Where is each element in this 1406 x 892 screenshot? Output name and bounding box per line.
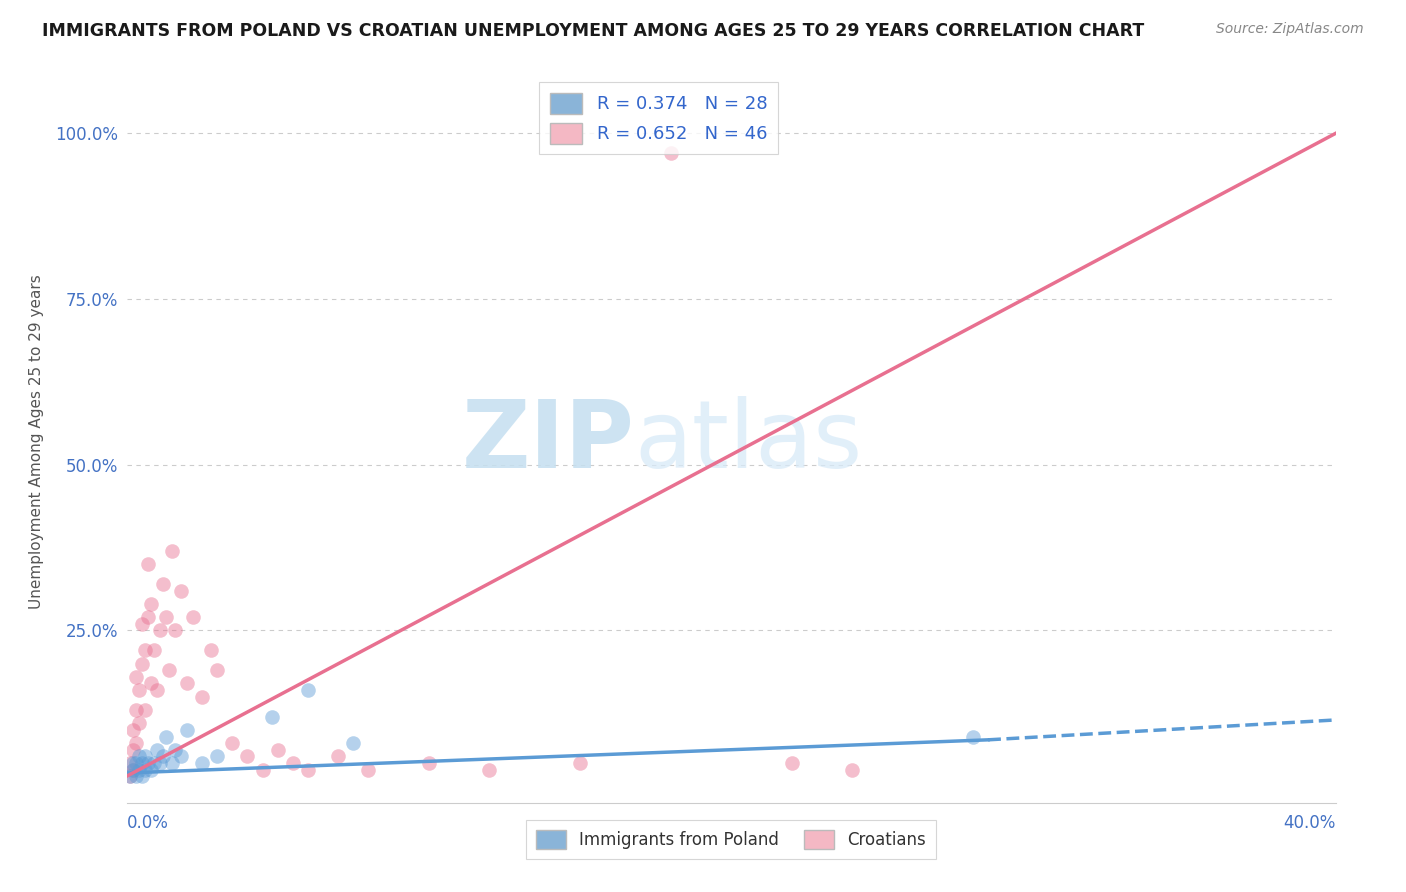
Point [163,624,186,638]
Point [568,756,592,770]
Point [124,670,146,684]
Point [326,749,350,764]
Point [146,683,169,698]
Point [121,723,143,737]
Point [136,756,159,770]
Point [780,756,803,770]
Point [121,743,143,757]
Point [297,763,319,777]
Point [118,769,141,783]
Text: atlas: atlas [634,395,863,488]
Point [205,749,228,764]
Point [149,624,172,638]
Point [136,610,159,624]
Point [170,749,193,764]
Point [418,756,440,770]
Point [200,643,222,657]
Point [260,709,283,723]
Point [139,597,162,611]
Point [139,763,162,777]
Point [146,743,169,757]
Point [841,763,863,777]
Point [136,557,159,571]
Point [131,769,153,783]
Point [134,703,156,717]
Point [205,663,228,677]
Point [160,756,183,770]
Point [181,610,204,624]
Point [236,749,259,764]
Point [155,610,177,624]
Point [124,703,146,717]
Point [134,643,156,657]
Point [142,756,165,770]
Point [121,756,143,770]
Point [134,749,156,764]
Point [124,756,146,770]
Point [176,676,198,690]
Point [281,756,304,770]
Point [357,763,380,777]
Point [131,616,153,631]
Point [134,763,156,777]
Point [124,736,146,750]
Point [191,690,214,704]
Point [142,643,165,657]
Point [659,146,682,161]
Point [157,663,180,677]
Point [478,763,501,777]
Point [118,769,141,783]
Point [128,683,150,698]
Point [128,763,150,777]
Legend: Immigrants from Poland, Croatians: Immigrants from Poland, Croatians [526,821,936,860]
Point [342,736,364,750]
Point [170,583,193,598]
Point [152,577,174,591]
Point [152,749,174,764]
Y-axis label: Unemployment Among Ages 25 to 29 years: Unemployment Among Ages 25 to 29 years [30,274,44,609]
Point [221,736,243,750]
Point [163,743,186,757]
Point [176,723,198,737]
Text: IMMIGRANTS FROM POLAND VS CROATIAN UNEMPLOYMENT AMONG AGES 25 TO 29 YEARS CORREL: IMMIGRANTS FROM POLAND VS CROATIAN UNEMP… [42,22,1144,40]
Point [149,756,172,770]
Point [121,763,143,777]
Text: Source: ZipAtlas.com: Source: ZipAtlas.com [1216,22,1364,37]
Text: ZIP: ZIP [461,395,634,488]
Point [121,763,143,777]
Point [124,769,146,783]
Point [128,716,150,731]
Point [160,544,183,558]
Point [131,756,153,770]
Point [191,756,214,770]
Point [962,730,984,744]
Text: 40.0%: 40.0% [1284,814,1336,832]
Text: 0.0%: 0.0% [127,814,169,832]
Point [128,749,150,764]
Point [131,657,153,671]
Point [155,730,177,744]
Point [267,743,290,757]
Point [252,763,274,777]
Point [297,683,319,698]
Point [118,756,141,770]
Point [139,676,162,690]
